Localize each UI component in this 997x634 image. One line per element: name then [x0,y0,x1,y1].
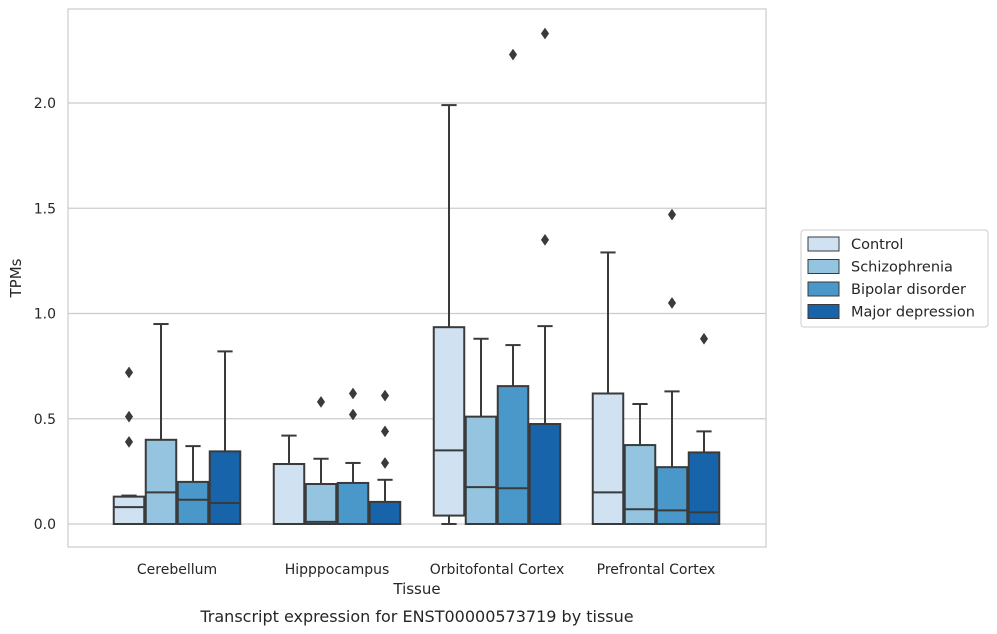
outlier-point [380,425,390,438]
box-iqr [464,415,498,525]
plot-area-frame [67,8,767,548]
box-group [464,337,498,525]
legend-item: Major depression [807,304,975,321]
box-group [208,350,242,525]
box-iqr [368,500,402,525]
box-iqr [591,392,625,525]
x-tick-labels: Cerebellum Hipppocampus Orbitofontal Corte… [137,562,715,578]
y-tick-label: 0.5 [34,412,56,428]
box-group [528,27,562,526]
outlier-point [348,387,358,400]
outlier-point [348,408,358,421]
box-iqr [272,463,306,526]
x-tick-label: Cerebellum [137,562,217,578]
y-tick-label: 1.5 [34,201,56,217]
box-group [368,389,402,525]
y-tick-labels: 0.0 0.5 1.0 1.5 2.0 [34,96,56,533]
box-iqr [144,438,178,525]
x-tick-label: Hipppocampus [285,562,390,578]
y-tick-label: 1.0 [34,307,56,323]
legend-label: Schizophrenia [851,260,953,276]
legend-label: Major depression [851,305,975,321]
chart-caption: Transcript expression for ENST0000057371… [199,607,633,626]
box-group [655,208,689,526]
outlier-point [508,48,518,61]
y-tick-label: 0.0 [34,517,56,533]
y-axis-title: TPMs [7,258,25,298]
box-group [336,387,370,526]
x-tick-label: Prefrontal Cortex [597,562,716,578]
box-iqr [655,466,689,526]
y-tick-label: 2.0 [34,96,56,112]
outlier-point [124,366,134,379]
outlier-point [667,297,677,309]
legend-label: Control [851,237,903,253]
box-iqr [528,423,562,526]
box-group [112,366,146,526]
legend-swatch [807,304,840,319]
box-group [272,434,306,526]
x-tick-label: Orbitofontal Cortex [430,562,565,578]
outlier-point [380,389,390,402]
box-group [144,323,178,525]
legend-swatch [807,259,840,274]
outlier-point [124,410,134,423]
box-iqr [496,385,530,525]
box-iqr [112,495,146,526]
x-axis-title: Tissue [392,580,440,598]
box-iqr [304,483,338,526]
legend: Control Schizophrenia Bipolar disorder Majo… [800,229,989,328]
box-group [432,104,466,525]
box-group [687,332,721,525]
outlier-point [540,27,550,40]
legend-frame [800,229,989,328]
outlier-point [667,208,677,221]
box-iqr [623,444,657,525]
outlier-point [124,435,134,448]
legend-swatch [807,281,840,297]
box-group [623,403,657,525]
box-iqr [208,450,242,525]
box-iqr [176,480,210,525]
box-group [304,395,338,526]
legend-item: Schizophrenia [807,259,953,276]
legend-item: Bipolar disorder [807,281,966,298]
box-iqr [336,481,370,526]
box-layer [112,27,721,526]
outlier-point [699,332,709,345]
outlier-point [380,457,390,469]
legend-item: Control [807,236,903,253]
box-group [176,445,210,525]
box-iqr [432,326,466,517]
outlier-point [316,395,326,408]
box-group [496,48,530,525]
box-group [591,251,625,525]
legend-label: Bipolar disorder [851,282,966,298]
outlier-point [540,233,550,246]
legend-swatch [807,236,840,252]
